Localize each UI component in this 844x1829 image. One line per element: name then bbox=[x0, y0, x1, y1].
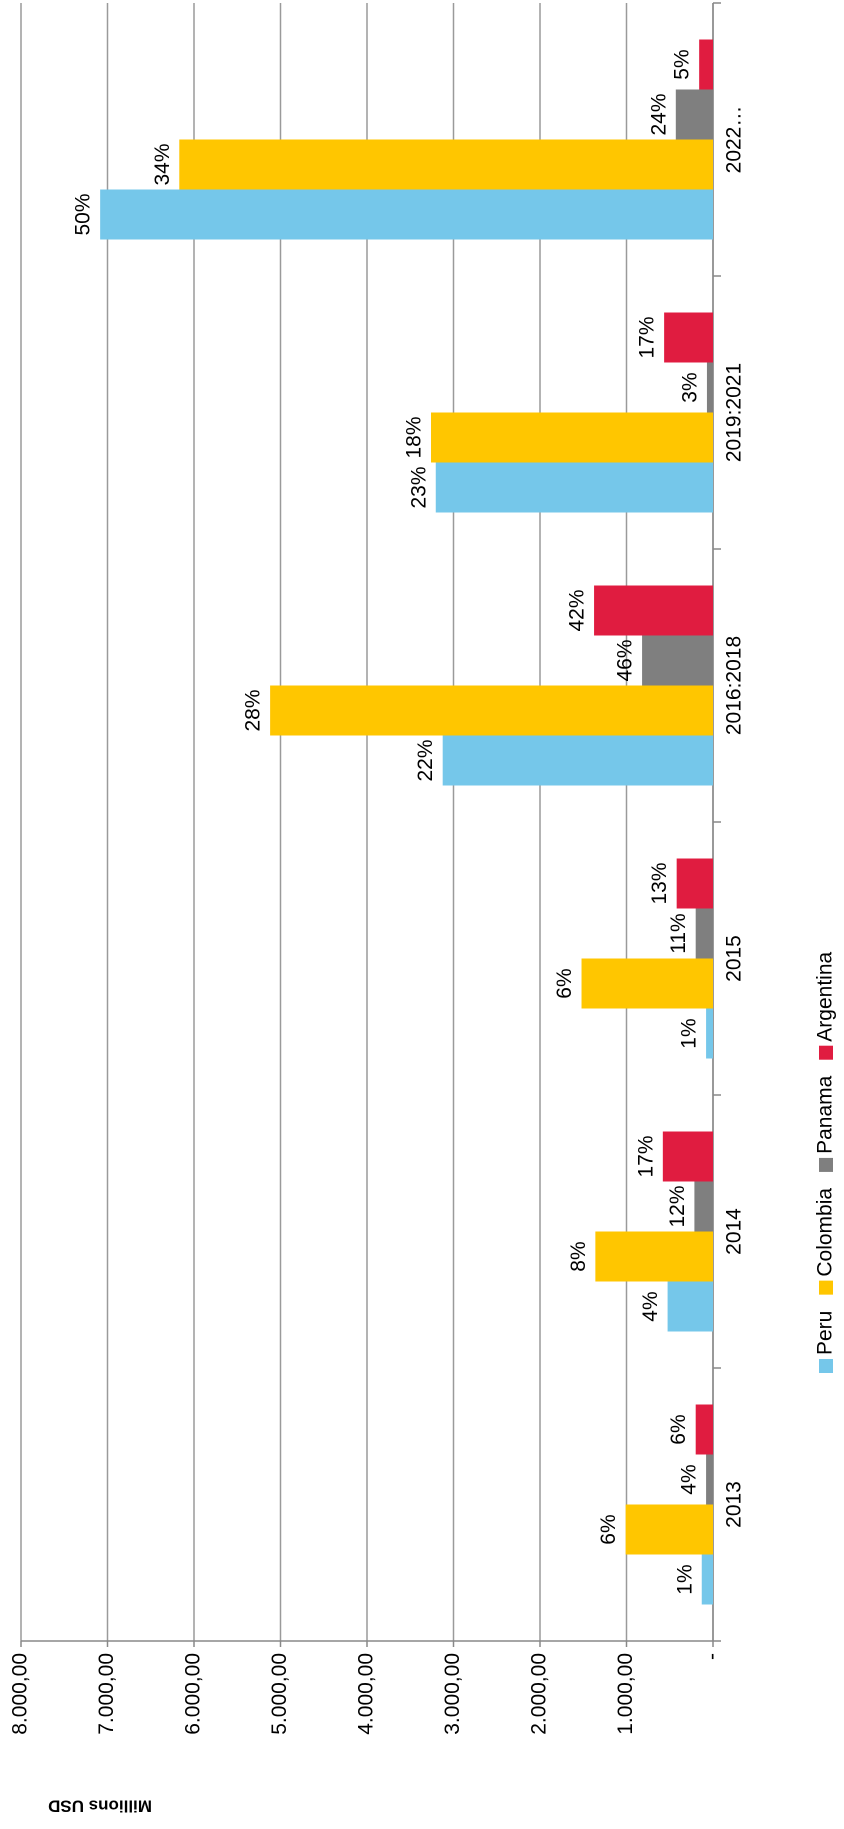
y-tick-label: 3.000,00 bbox=[441, 1653, 464, 1735]
bar bbox=[435, 462, 713, 513]
bar bbox=[431, 412, 713, 463]
bar bbox=[270, 685, 713, 736]
legend-label: Peru bbox=[814, 1311, 837, 1355]
bar bbox=[642, 635, 714, 686]
bar bbox=[706, 1454, 714, 1505]
y-tick-label: 8.000,00 bbox=[9, 1653, 32, 1735]
data-label: 3% bbox=[678, 372, 701, 402]
bar bbox=[664, 312, 714, 363]
data-label: 46% bbox=[614, 639, 637, 681]
bar bbox=[662, 1131, 714, 1182]
data-label: 8% bbox=[567, 1241, 590, 1271]
data-label: 6% bbox=[553, 968, 576, 998]
data-label: 6% bbox=[597, 1514, 620, 1544]
y-tick-label: 5.000,00 bbox=[268, 1653, 291, 1735]
bar bbox=[699, 39, 713, 90]
data-label: 34% bbox=[151, 143, 174, 185]
bar bbox=[594, 585, 713, 636]
data-label: 12% bbox=[666, 1185, 689, 1227]
data-label: 50% bbox=[72, 193, 95, 235]
bar bbox=[701, 1554, 714, 1605]
data-label: 5% bbox=[671, 49, 694, 79]
data-label: 22% bbox=[414, 739, 437, 781]
legend-swatch bbox=[819, 1359, 833, 1373]
data-label: 17% bbox=[636, 316, 659, 358]
bar bbox=[675, 89, 713, 140]
bar bbox=[676, 858, 713, 909]
data-label: 24% bbox=[647, 93, 670, 135]
x-tick-label: 2019:2021 bbox=[723, 363, 746, 462]
data-label: 23% bbox=[407, 466, 430, 508]
bar bbox=[581, 958, 714, 1009]
y-tick-label: 7.000,00 bbox=[95, 1653, 118, 1735]
legend-swatch bbox=[819, 1157, 833, 1172]
legend-label: Argentina bbox=[814, 951, 837, 1041]
data-label: 18% bbox=[403, 416, 426, 458]
x-tick-label: 2015 bbox=[723, 935, 746, 982]
y-tick-label: - bbox=[701, 1653, 724, 1660]
y-tick-label: 4.000,00 bbox=[355, 1653, 378, 1735]
data-label: 6% bbox=[667, 1414, 690, 1444]
bar bbox=[625, 1504, 714, 1555]
legend-label: Panama bbox=[814, 1075, 837, 1154]
bar bbox=[706, 362, 714, 413]
x-tick-label: 2013 bbox=[723, 1481, 746, 1528]
bar bbox=[695, 1404, 714, 1455]
bar bbox=[100, 189, 713, 240]
data-label: 42% bbox=[566, 589, 589, 631]
data-label: 4% bbox=[639, 1291, 662, 1321]
rotated-chart: - 1.000,00 2.000,00 3.000,00 4.000,00 5.000,0… bbox=[9, 2, 837, 1816]
data-label: 1% bbox=[678, 1018, 701, 1048]
data-label: 1% bbox=[673, 1564, 696, 1594]
bar bbox=[695, 908, 714, 959]
bar bbox=[442, 735, 713, 786]
bar bbox=[595, 1231, 713, 1282]
bar bbox=[179, 139, 714, 190]
y-tick-label: 6.000,00 bbox=[182, 1653, 205, 1735]
legend-swatch bbox=[819, 1045, 833, 1060]
data-label: 11% bbox=[667, 913, 690, 953]
data-label: 13% bbox=[648, 862, 671, 904]
x-tick-label: 2022… bbox=[723, 106, 746, 174]
data-label: 28% bbox=[242, 689, 265, 731]
x-tick-label: 2016:2018 bbox=[723, 636, 746, 735]
legend-swatch bbox=[819, 1280, 833, 1295]
bar bbox=[694, 1181, 714, 1232]
data-label: 4% bbox=[678, 1464, 701, 1494]
y-tick-label: 1.000,00 bbox=[614, 1653, 637, 1735]
data-label: 17% bbox=[634, 1135, 657, 1177]
x-tick-label: 2014 bbox=[723, 1208, 746, 1255]
bar bbox=[706, 1008, 714, 1059]
legend-label: Colombia bbox=[814, 1188, 837, 1277]
y-axis-title: Millions USD bbox=[48, 1797, 152, 1816]
y-tick-label: 2.000,00 bbox=[528, 1653, 551, 1735]
bar bbox=[667, 1281, 714, 1332]
